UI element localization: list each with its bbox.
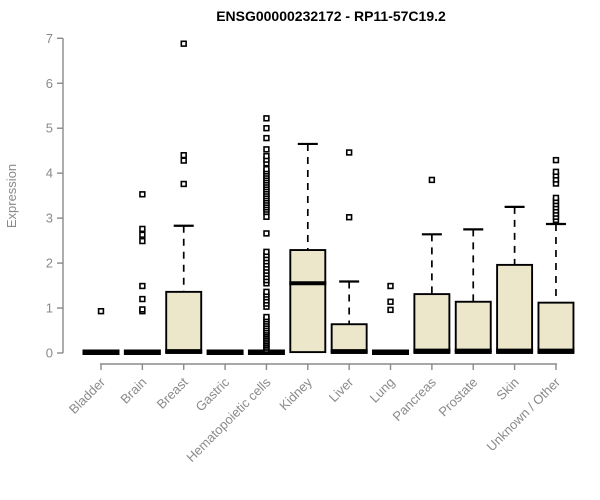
y-tick-label: 4 [46, 166, 53, 181]
outlier-point-breast [180, 151, 187, 159]
outlier-point-hematopoietic-cells [263, 213, 270, 220]
outlier-point-hematopoietic-cells [263, 313, 270, 321]
x-category-label: Bladder [66, 374, 109, 417]
median-bladder [82, 349, 120, 355]
chart-title: ENSG00000232172 - RP11-57C19.2 [216, 8, 446, 24]
median-lung [372, 349, 410, 355]
outlier-point-lung [387, 282, 394, 290]
outlier-point-breast [180, 40, 187, 47]
y-tick-label: 6 [46, 76, 53, 91]
outlier-point-brain [139, 237, 146, 245]
x-category-label: Brain [117, 375, 149, 407]
x-category-label: Lung [367, 375, 398, 406]
y-tick-label: 1 [46, 301, 53, 316]
outlier-point-brain [139, 231, 146, 238]
x-category-label: Kidney [276, 374, 315, 413]
outlier-point-hematopoietic-cells [263, 248, 270, 256]
outlier-point-breast [180, 180, 187, 188]
outlier-point-lung [387, 306, 394, 314]
outlier-point-unknown-other [552, 168, 560, 176]
y-tick-label: 7 [46, 31, 53, 46]
outlier-point-hematopoietic-cells [263, 288, 270, 296]
outlier-point-brain [139, 306, 146, 313]
outlier-point-brain [139, 191, 146, 198]
box-kidney [289, 249, 327, 354]
x-category-label: Gastric [192, 374, 232, 414]
box-breast [165, 290, 203, 354]
x-category-label: Prostate [436, 375, 481, 420]
x-category-label: Skin [493, 375, 521, 403]
outlier-point-hematopoietic-cells [263, 230, 270, 237]
outlier-point-unknown-other [552, 156, 560, 164]
outlier-point-lung [387, 298, 394, 305]
outlier-point-brain [139, 225, 146, 233]
x-category-label: Liver [326, 374, 357, 405]
outlier-point-hematopoietic-cells [263, 134, 270, 142]
median-gastric [206, 349, 244, 355]
outlier-point-breast [180, 157, 187, 164]
y-tick-label: 3 [46, 211, 53, 226]
outlier-point-liver [345, 149, 353, 156]
box-liver [330, 323, 368, 354]
outlier-point-hematopoietic-cells [263, 115, 270, 122]
boxes-group [82, 40, 575, 355]
outlier-point-unknown-other [552, 194, 560, 202]
x-category-label: Unknown / Other [483, 374, 563, 454]
outlier-point-hematopoietic-cells [263, 146, 270, 153]
box-pancreas [413, 293, 451, 354]
y-tick-label: 2 [46, 256, 53, 271]
outlier-point-bladder [97, 307, 105, 315]
y-tick-label: 0 [46, 346, 53, 361]
outlier-point-brain [139, 282, 146, 290]
box-unknown-other [537, 301, 575, 354]
outlier-point-hematopoietic-cells [263, 152, 270, 160]
x-category-label: Pancreas [390, 374, 440, 424]
y-tick-label: 5 [46, 121, 53, 136]
outlier-point-pancreas [428, 176, 436, 184]
box-prostate [454, 300, 492, 354]
x-category-label: Breast [154, 374, 191, 411]
y-axis-title: Expression [4, 164, 19, 228]
outlier-point-hematopoietic-cells [263, 165, 270, 173]
outlier-point-brain [139, 295, 146, 303]
outlier-point-hematopoietic-cells [263, 125, 270, 132]
box-skin [496, 263, 534, 354]
outlier-point-liver [345, 214, 353, 221]
median-brain [123, 349, 161, 355]
